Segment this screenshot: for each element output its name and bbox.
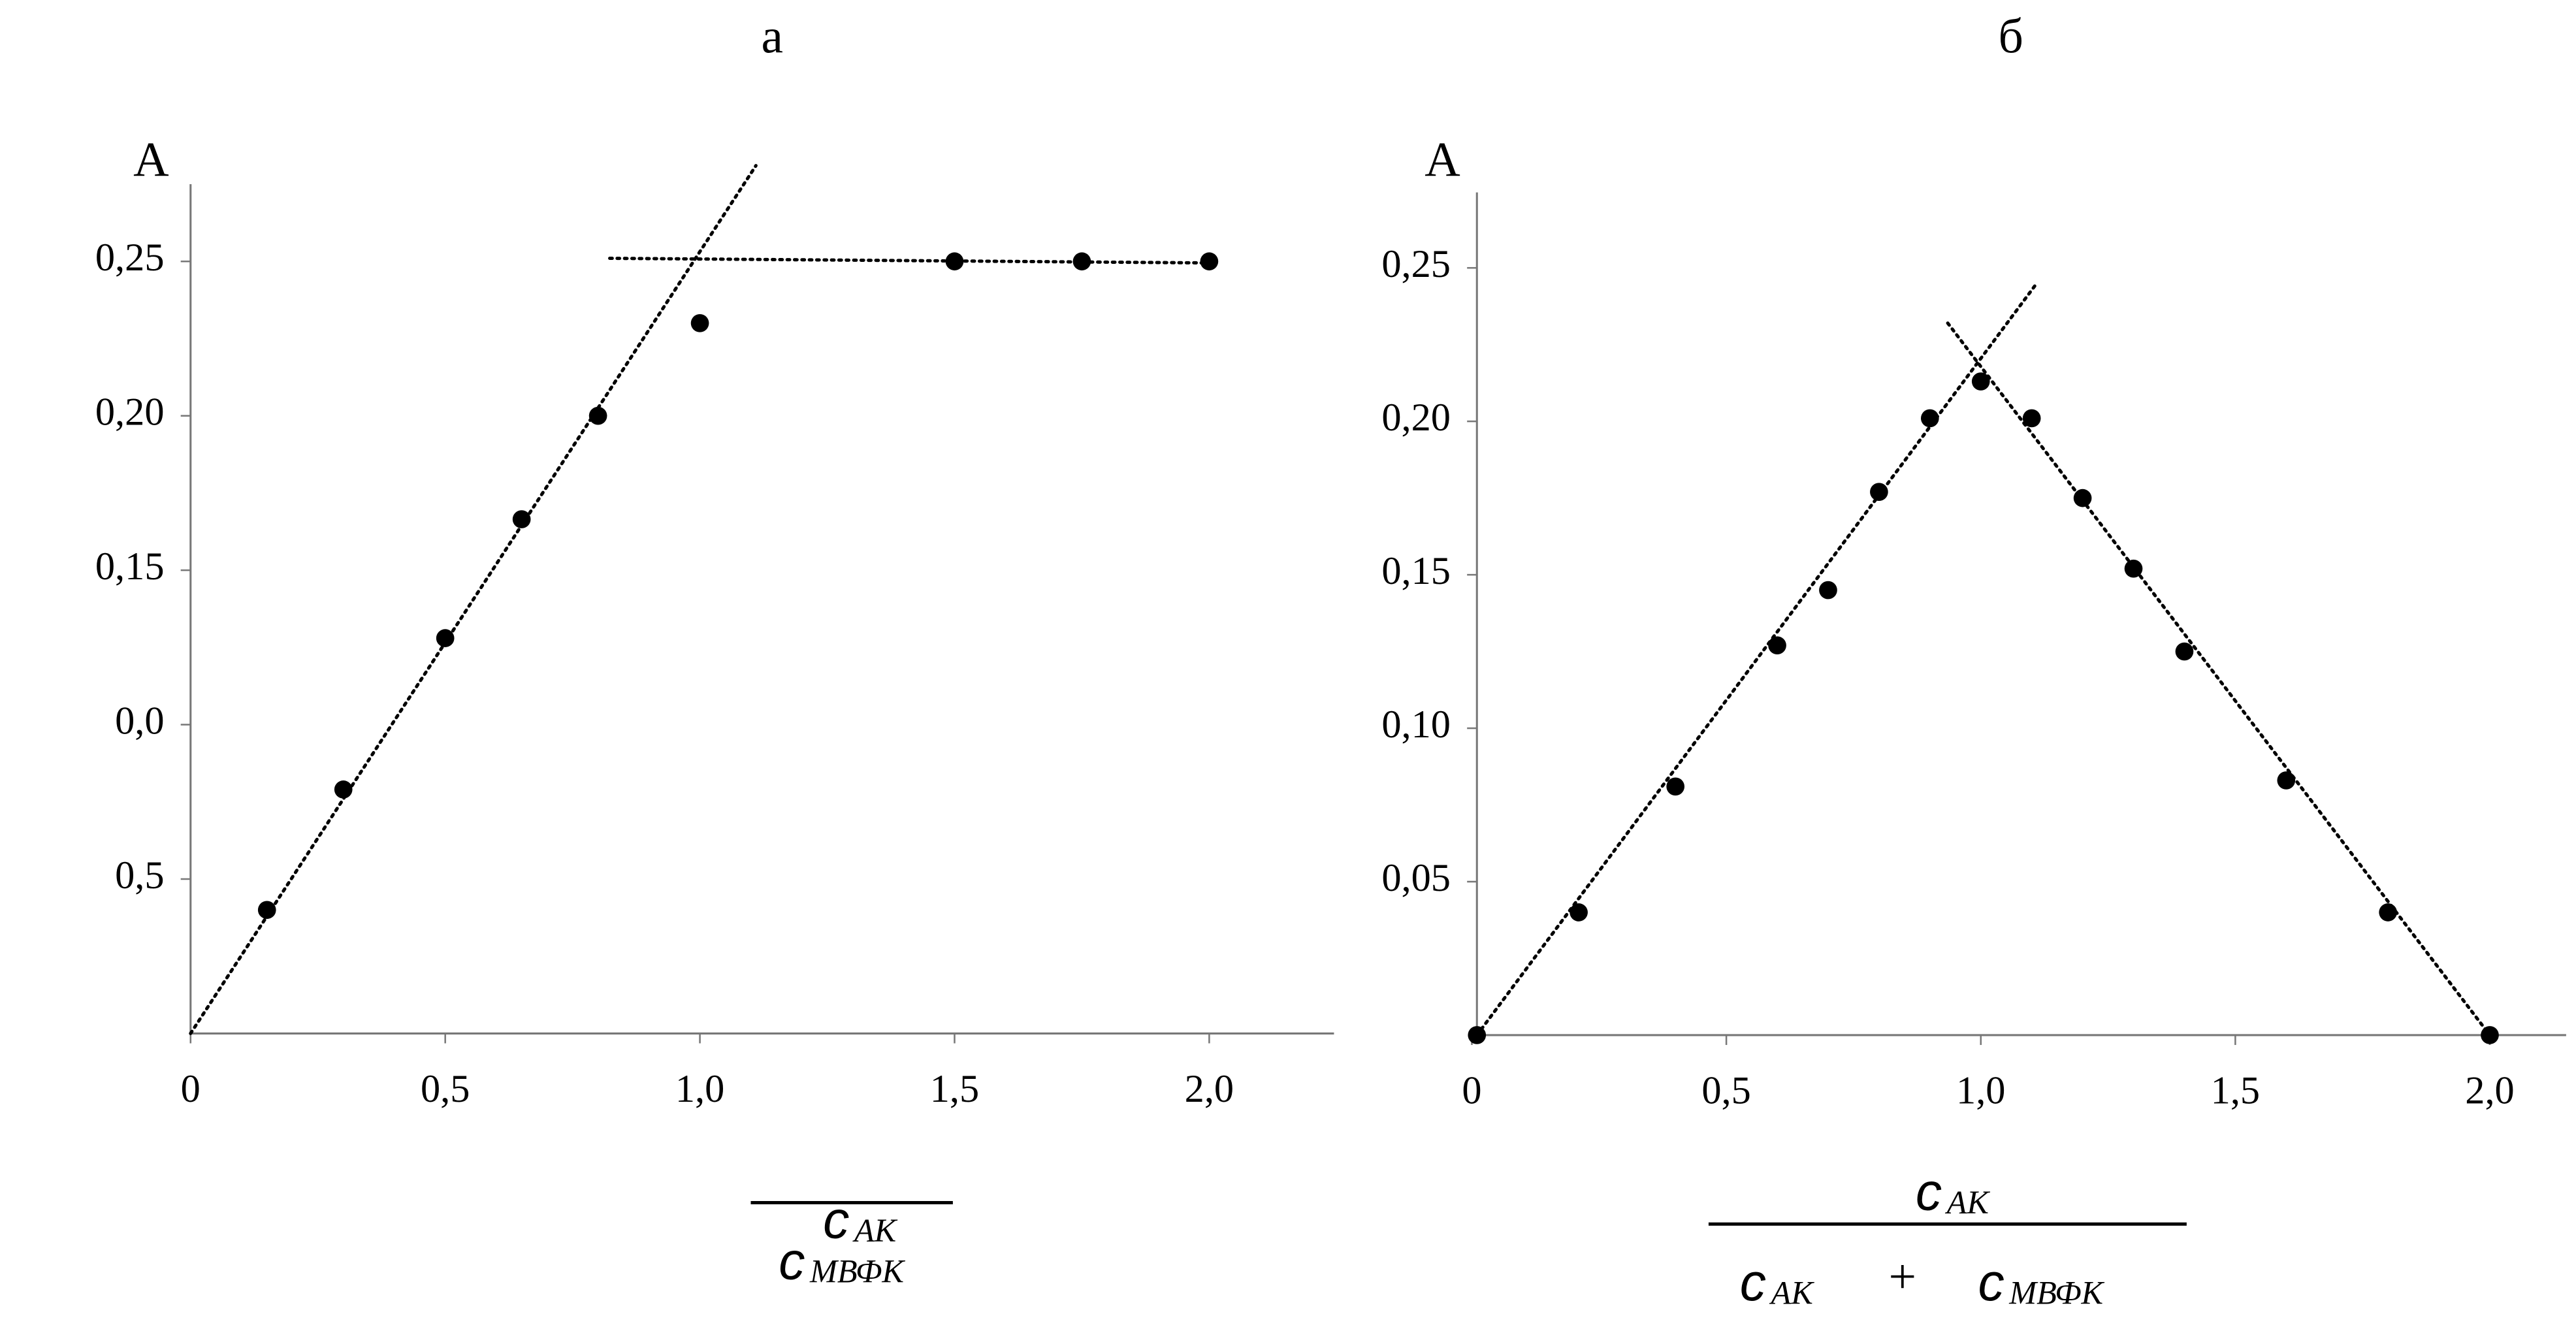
data-point [1920,409,1939,428]
x-label-symbol: c [1916,1163,1942,1222]
x-label-symbol: c [779,1232,805,1291]
y-tick-label: 0,5 [115,854,164,897]
data-point [2379,903,2397,922]
x-label-symbol: c [1740,1253,1766,1312]
data-point [2073,489,2092,507]
chart-title: а [761,9,782,63]
y-tick-label: 0,15 [95,545,165,588]
data-point [1971,372,1990,391]
y-tick-label: 0,0 [115,699,164,743]
x-tick-label: 1,0 [675,1067,724,1111]
y-axis-label: A [1425,133,1460,187]
data-point [2124,559,2143,578]
x-tick-label: 1,5 [930,1067,979,1111]
x-tick-label: 2,0 [1185,1067,1234,1111]
data-point [436,629,455,647]
y-tick-label: 0,20 [1381,396,1451,440]
data-point [2277,771,2296,790]
chart-title: б [1999,9,2023,63]
fit-line [1946,321,2492,1037]
data-point [690,313,709,332]
data-point [334,780,353,799]
x-label-symbol: c [1978,1253,2004,1312]
data-point [257,901,276,920]
x-tick-label: 1,0 [1956,1068,2005,1112]
y-tick-label: 0,15 [1381,549,1451,593]
y-tick-label: 0,25 [1381,242,1451,286]
data-point [1819,581,1837,600]
data-point [2022,409,2041,428]
x-tick-label: 0,5 [421,1067,470,1111]
data-point [1666,777,1685,796]
data-point [512,510,531,528]
data-point [1072,252,1091,271]
x-label-subscript: МВФК [809,1253,905,1290]
y-tick-label: 0,10 [1381,703,1451,746]
x-label-subscript: МВФК [2008,1274,2104,1311]
x-label-symbol: c [823,1191,849,1249]
data-point [1468,1026,1487,1044]
x-label-subscript: АК [1945,1184,1991,1221]
data-point [2481,1026,2499,1044]
fit-line [1475,281,2038,1037]
x-tick-label: 0 [1462,1068,1481,1112]
y-tick-label: 0,25 [95,236,165,280]
x-tick-label: 0,5 [1701,1068,1750,1112]
data-point [1768,636,1786,655]
data-point [1570,903,1588,922]
x-tick-label: 1,5 [2211,1068,2260,1112]
data-point [1870,483,1888,502]
x-tick-label: 0 [181,1067,201,1111]
y-axis-label: A [133,133,169,187]
x-tick-label: 2,0 [2465,1068,2514,1112]
data-point [1200,252,1219,271]
data-point [588,406,607,425]
y-tick-label: 0,20 [95,391,165,434]
x-label-subscript: АК [1769,1274,1814,1311]
fit-line [189,164,758,1035]
fit-line [608,256,1211,265]
x-label-operator: + [1888,1250,1916,1304]
x-label-subscript: АК [852,1212,898,1249]
data-point [2175,642,2194,661]
y-tick-label: 0,05 [1381,856,1451,900]
data-point [945,252,964,271]
